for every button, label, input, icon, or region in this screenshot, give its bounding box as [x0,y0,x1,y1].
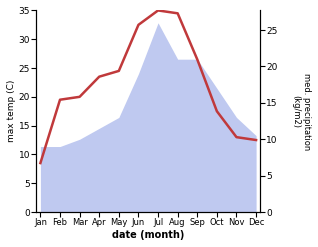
Y-axis label: max temp (C): max temp (C) [7,80,16,143]
X-axis label: date (month): date (month) [112,230,184,240]
Y-axis label: med. precipitation
(kg/m2): med. precipitation (kg/m2) [292,73,311,150]
